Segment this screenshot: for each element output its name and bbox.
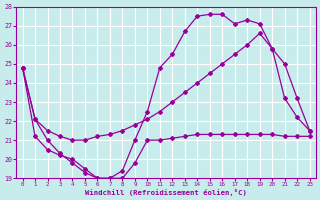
X-axis label: Windchill (Refroidissement éolien,°C): Windchill (Refroidissement éolien,°C) bbox=[85, 189, 247, 196]
